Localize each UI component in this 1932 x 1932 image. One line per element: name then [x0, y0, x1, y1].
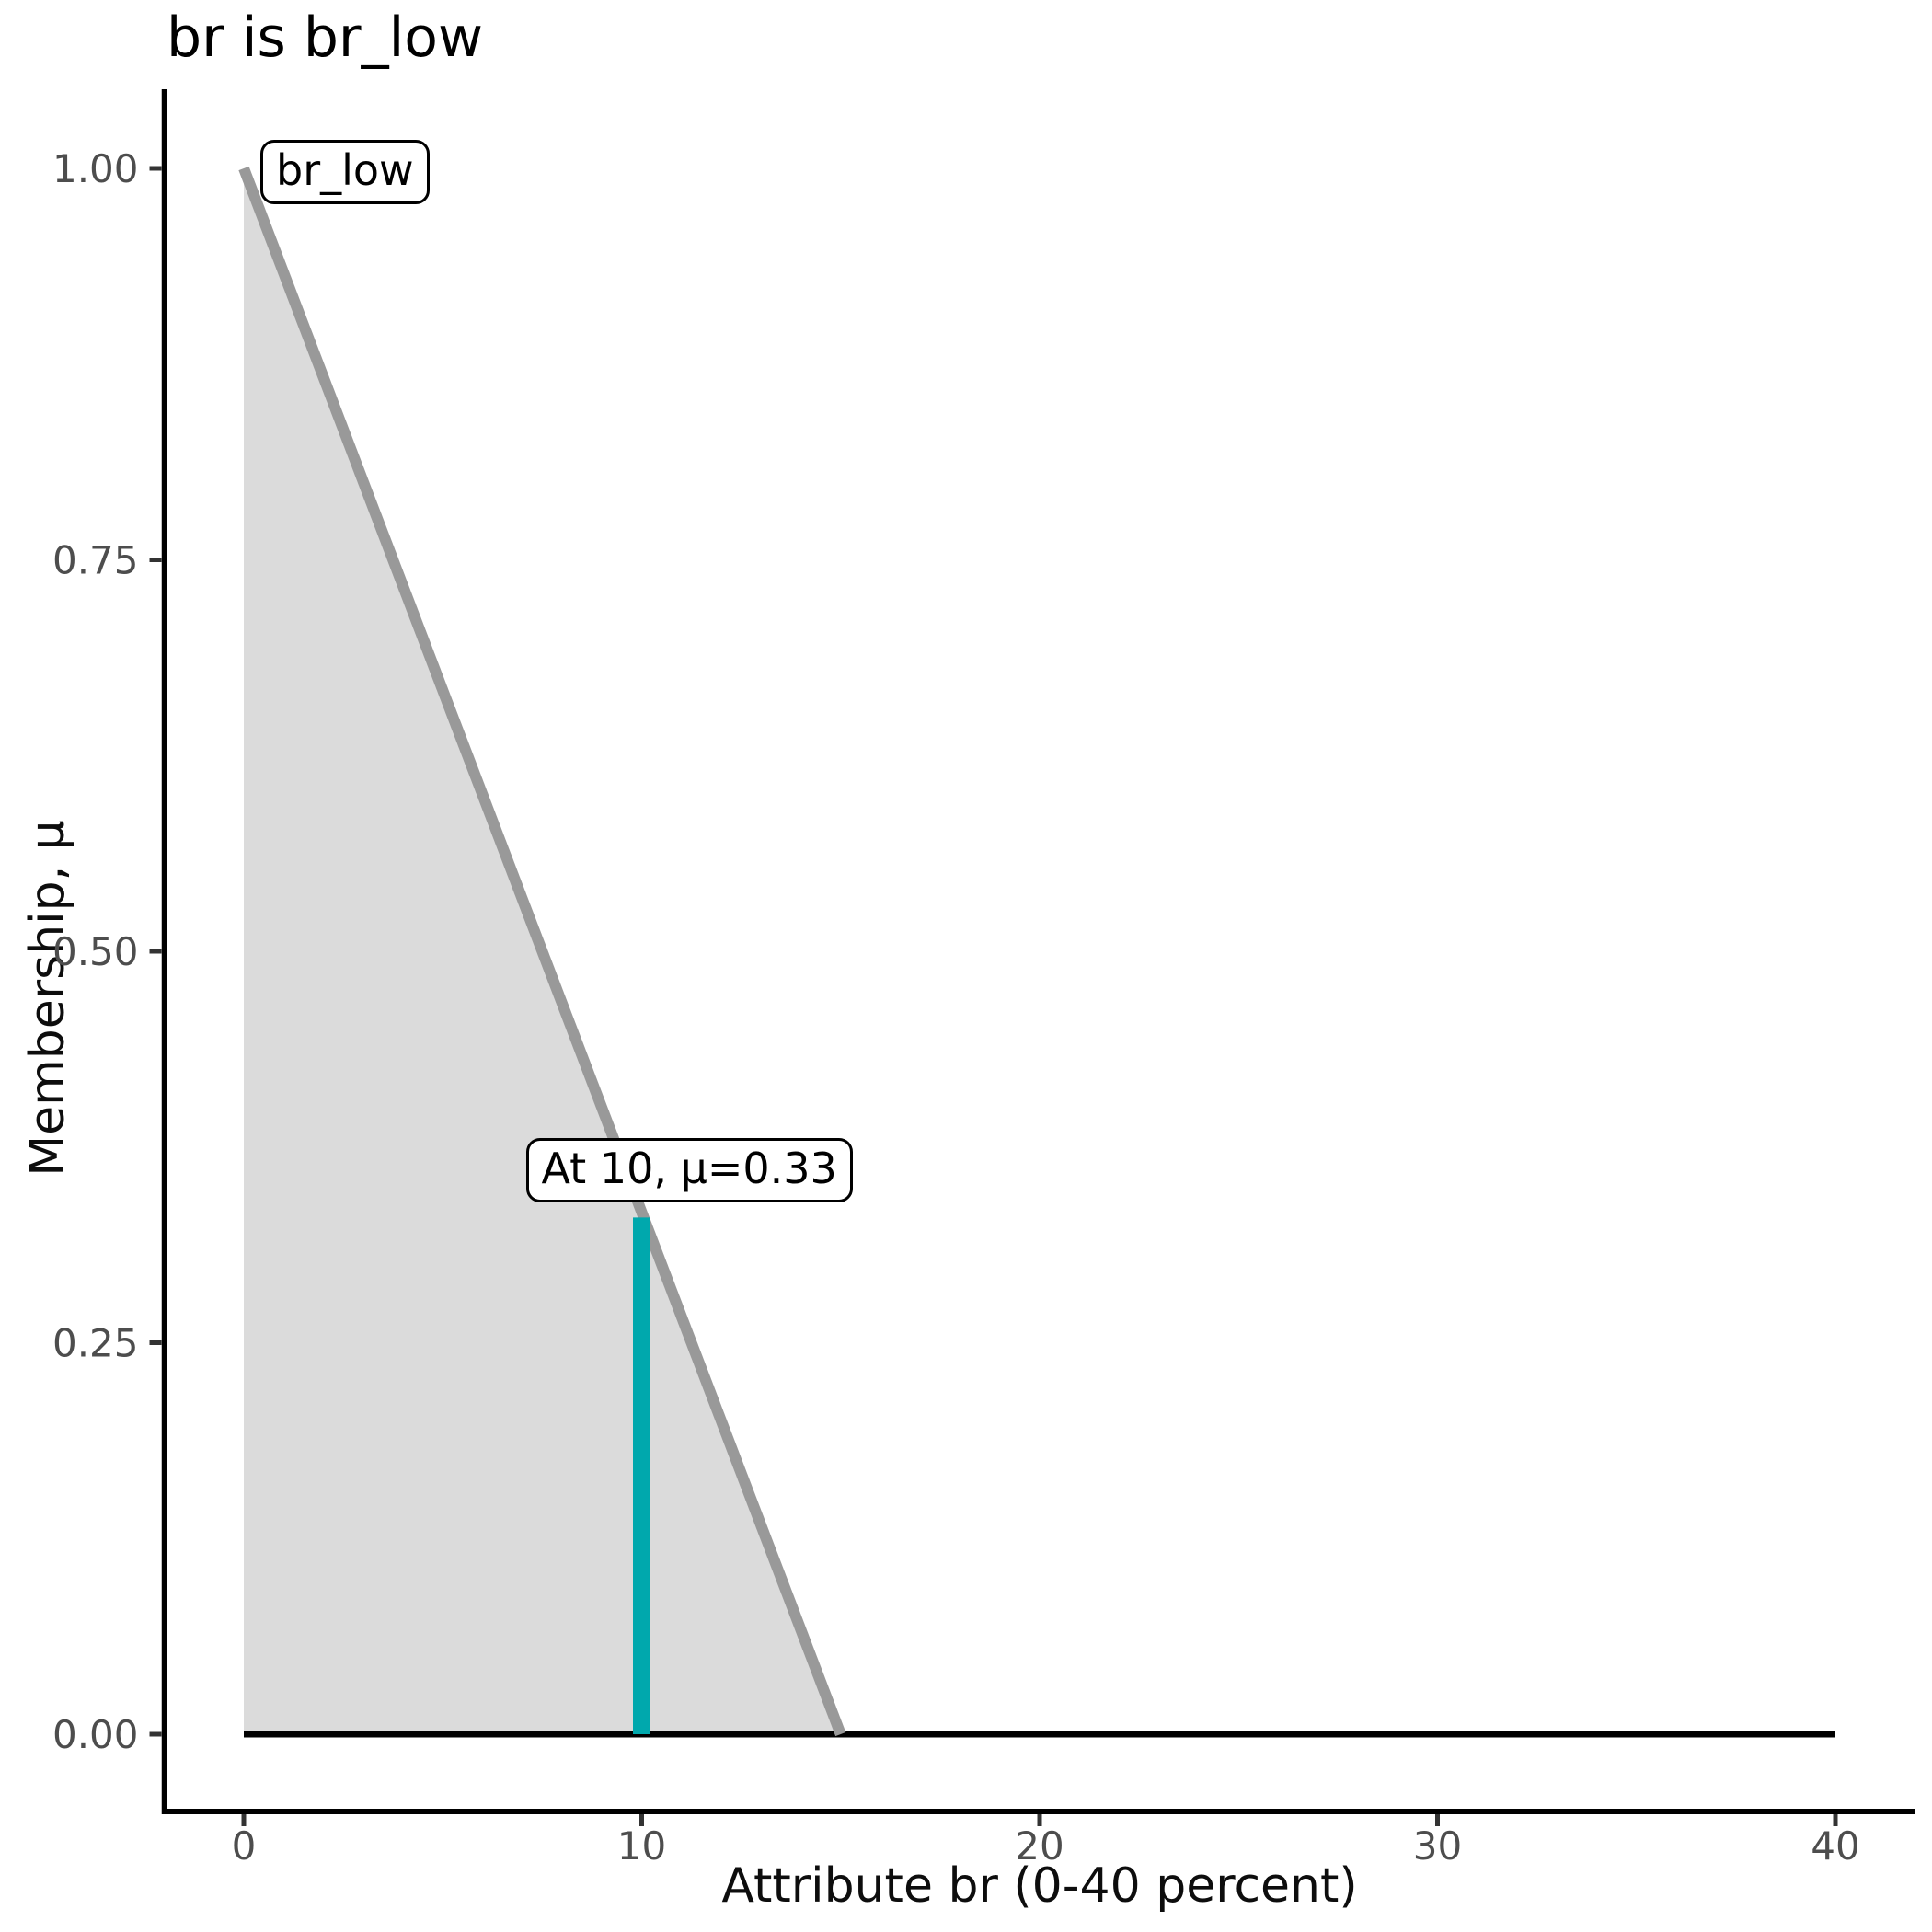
annotation-br-low: br_low — [260, 140, 430, 205]
x-tick-label: 10 — [617, 1823, 666, 1869]
y-tick-label: 0.00 — [52, 1712, 139, 1757]
x-tick-label: 0 — [232, 1823, 257, 1869]
chart-title: br is br_low — [167, 6, 484, 70]
x-tick-label: 20 — [1015, 1823, 1064, 1869]
x-tick-label: 40 — [1811, 1823, 1859, 1869]
x-tick-label: 30 — [1413, 1823, 1462, 1869]
x-axis-label: Attribute br (0-40 percent) — [721, 1858, 1358, 1914]
membership-line — [238, 166, 846, 1737]
y-tick-label: 0.25 — [52, 1321, 139, 1366]
y-tick-label: 1.00 — [52, 146, 139, 191]
y-tick-label: 0.75 — [52, 538, 139, 583]
y-tick-label: 0.50 — [52, 929, 139, 974]
annotation-at-10-0-33: At 10, μ=0.33 — [525, 1138, 853, 1203]
